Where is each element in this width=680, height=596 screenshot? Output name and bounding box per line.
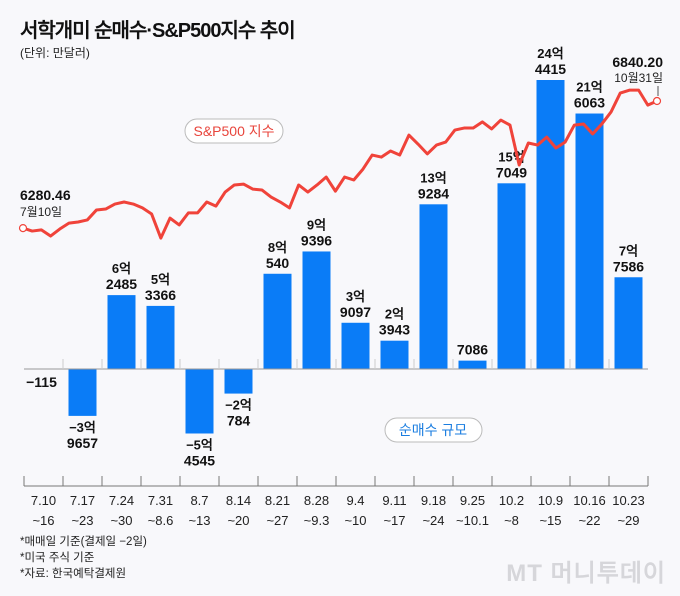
x-tick-label: 10.23 [612, 493, 645, 508]
bar-2 [107, 295, 136, 369]
x-tick-label: 7.10 [31, 493, 56, 508]
bar-15 [614, 277, 643, 369]
x-tick-label: ~22 [578, 513, 600, 528]
x-tick-label: ~8 [504, 513, 519, 528]
bar-14 [575, 113, 604, 369]
x-tick-label: ~29 [617, 513, 639, 528]
bar-label-value: −115 [26, 374, 57, 390]
x-tick-label: ~20 [227, 513, 249, 528]
bar-label-eok: 2억 [385, 307, 404, 322]
bar-label-eok: 6억 [112, 261, 131, 276]
x-tick-label: 9.25 [460, 493, 485, 508]
x-tick-label: 7.24 [109, 493, 134, 508]
x-tick-label: ~16 [32, 513, 54, 528]
x-tick-label: ~27 [266, 513, 288, 528]
bar-6 [263, 273, 292, 369]
bar-label-eok: 7억 [619, 243, 638, 258]
bar-3 [146, 305, 175, 369]
bar-label-value: 7586 [613, 258, 644, 274]
bar-label-eok: −5억 [186, 437, 213, 452]
unit-label: (단위: 만달러) [20, 46, 90, 60]
bar-label-value: 9657 [67, 435, 98, 451]
bar-4 [185, 369, 214, 434]
x-tick-label: ~17 [383, 513, 405, 528]
sp500-end-point [652, 96, 662, 106]
bar-label-value: 3943 [379, 322, 410, 338]
x-tick-label: ~23 [71, 513, 93, 528]
x-tick-label: 9.11 [382, 493, 406, 508]
x-tick-label: ~15 [539, 513, 561, 528]
bar-label-eok: 8억 [268, 240, 287, 255]
bar-label-value: 7049 [496, 164, 527, 180]
bar-label-eok: 5억 [151, 272, 170, 287]
sp500-end-value: 6840.20 [612, 54, 663, 70]
x-tick-label: 10.2 [499, 493, 524, 508]
x-tick-label: ~10 [344, 513, 366, 528]
footnote-source: *자료: 한국예탁결제원 [20, 568, 127, 580]
bar-label-eok: −2억 [225, 398, 252, 413]
net-buy-legend-label: 순매수 규모 [399, 422, 467, 438]
x-tick-label: ~8.6 [148, 513, 174, 528]
x-tick-label: 8.28 [304, 493, 329, 508]
bar-label-value: 7086 [457, 342, 488, 358]
bar-5 [224, 369, 253, 394]
x-tick-label: 10.16 [573, 493, 606, 508]
bar-label-eok: −3억 [69, 420, 96, 435]
bar-label-eok: 9억 [307, 217, 326, 232]
bar-12 [497, 183, 526, 369]
net-buy-legend: 순매수 규모 [384, 417, 483, 443]
sp500-start-point [18, 224, 28, 233]
bar-label-value: 4545 [184, 452, 215, 468]
sp500-end-date: 10월31일 [614, 71, 663, 85]
x-tick-label: ~10.1 [456, 513, 489, 528]
bar-10 [419, 204, 448, 369]
x-tick-label: 10.9 [538, 493, 563, 508]
sp500-start-value: 6280.46 [20, 187, 71, 203]
bar-label-value: 4415 [535, 61, 566, 77]
bar-13 [536, 80, 565, 369]
bar-11 [458, 360, 487, 369]
sp500-line [22, 88, 658, 240]
bar-label-eok: 13억 [420, 170, 446, 185]
bar-label-value: 2485 [106, 276, 137, 292]
sp500-legend: S&P500 지수 [184, 118, 284, 144]
bar-label-value: 9396 [301, 232, 332, 248]
bar-label-eok: 21억 [576, 80, 602, 95]
x-tick-label: 8.7 [190, 493, 208, 508]
x-tick-label: 7.31 [148, 493, 173, 508]
x-tick-label: ~13 [188, 513, 210, 528]
logo: MT 머니투데이 [506, 560, 666, 587]
bar-label-value: 784 [227, 413, 251, 429]
bar-9 [380, 340, 409, 369]
sp500-start-date: 7월10일 [20, 205, 62, 219]
bar-label-value: 9284 [418, 185, 449, 201]
x-tick-label: 8.14 [226, 493, 251, 508]
x-tick-label: 8.21 [265, 493, 290, 508]
x-tick-label: 9.18 [421, 493, 446, 508]
bar-1 [68, 369, 97, 416]
x-tick-label: ~9.3 [304, 513, 330, 528]
bar-label-value: 3366 [145, 287, 176, 303]
bar-label-value: 9097 [340, 304, 371, 320]
bar-label-value: 540 [266, 255, 290, 271]
bar-7 [302, 251, 331, 369]
footnote-trade-date: *매매일 기준(결제일 −2일) [20, 536, 147, 548]
x-tick-label: 7.17 [70, 493, 95, 508]
bar-8 [341, 322, 370, 369]
bar-label-value: 6063 [574, 95, 605, 111]
bar-label-eok: 3억 [346, 289, 365, 304]
chart-title: 서학개미 순매수·S&P500지수 추이 [20, 20, 296, 42]
sp500-legend-label: S&P500 지수 [193, 123, 274, 139]
bar-label-eok: 24억 [537, 46, 563, 61]
x-tick-label: ~24 [422, 513, 444, 528]
footnote-us-stocks: *미국 주식 기준 [20, 552, 95, 564]
x-tick-label: ~30 [110, 513, 132, 528]
x-tick-label: 9.4 [346, 493, 364, 508]
